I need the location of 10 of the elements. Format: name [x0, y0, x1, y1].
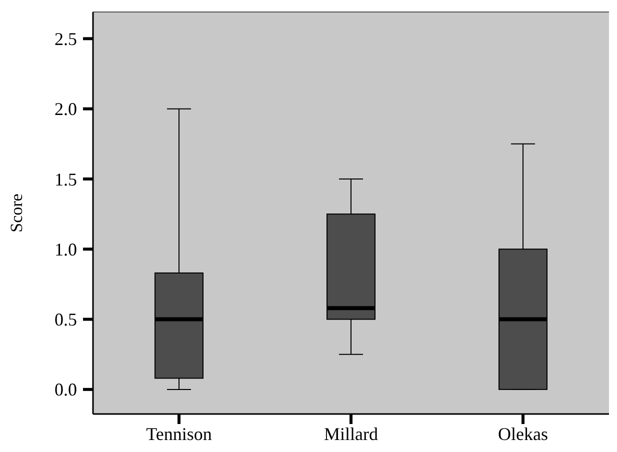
y-tick-label: 2.0 [54, 99, 77, 120]
y-tick-label: 1.5 [54, 169, 77, 190]
y-tick-label: 0.5 [54, 310, 77, 330]
y-tick-label: 0.0 [54, 380, 77, 400]
x-tick-label: Olekas [498, 424, 548, 444]
x-tick-label: Tennison [146, 424, 212, 444]
y-tick-label: 1.0 [54, 239, 77, 260]
y-tick-label: 2.5 [54, 28, 77, 49]
x-tick-label: Millard [324, 424, 378, 444]
y-axis-title: Score [7, 194, 26, 232]
